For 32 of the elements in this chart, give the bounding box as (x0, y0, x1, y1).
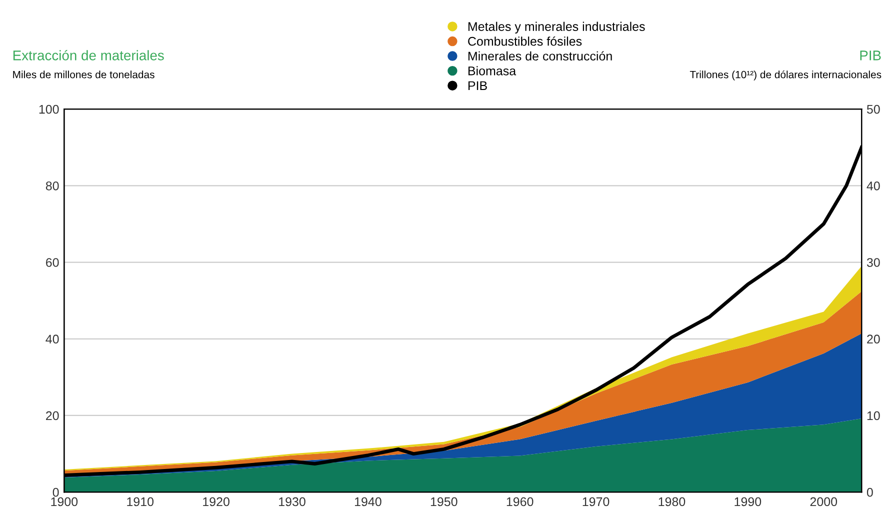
y2-tick-label: 30 (866, 258, 880, 267)
y2-tick-label: 50 (866, 104, 880, 114)
legend-label: Minerales de construcción (468, 51, 612, 61)
y2-axis-title: PIB (860, 50, 881, 60)
x-tick-label: 1930 (279, 497, 306, 506)
x-tick-label: 1940 (354, 497, 382, 506)
legend-label: PIB (468, 81, 487, 90)
y-axis-title: Extracción de materiales (13, 50, 164, 60)
text: Trillones (10¹²) de dólares internacionales (690, 70, 882, 80)
x-tick-label: 1910 (127, 497, 154, 506)
y-tick-label: 80 (46, 181, 59, 190)
y2-tick-label: 0 (866, 488, 873, 497)
y2-tick-label: 40 (866, 181, 880, 190)
legend-label: Metales y minerales industriales (468, 22, 645, 34)
x-tick-label: 1920 (203, 497, 230, 506)
y-tick-label: 40 (46, 334, 59, 344)
x-tick-label: 2000 (810, 497, 838, 506)
y2-tick-label: 10 (867, 411, 880, 420)
x-tick-label: 1900 (51, 497, 78, 506)
x-tick-label: 1980 (658, 497, 686, 506)
y-tick-label: 100 (39, 104, 59, 114)
y-tick-label: 0 (52, 488, 59, 497)
x-tick-label: 1990 (734, 497, 762, 506)
x-tick-label: 1960 (506, 497, 534, 506)
y2-tick-label: 20 (867, 334, 880, 344)
x-tick-label: 1950 (430, 497, 458, 506)
x-tick-label: 1970 (582, 497, 610, 506)
text: Miles de millones de toneladas (13, 70, 154, 78)
y-tick-label: 60 (46, 258, 59, 267)
legend-label: Biomasa (468, 66, 516, 76)
legend-label: Combustibles fósiles (468, 36, 582, 46)
y-tick-label: 20 (46, 411, 59, 420)
